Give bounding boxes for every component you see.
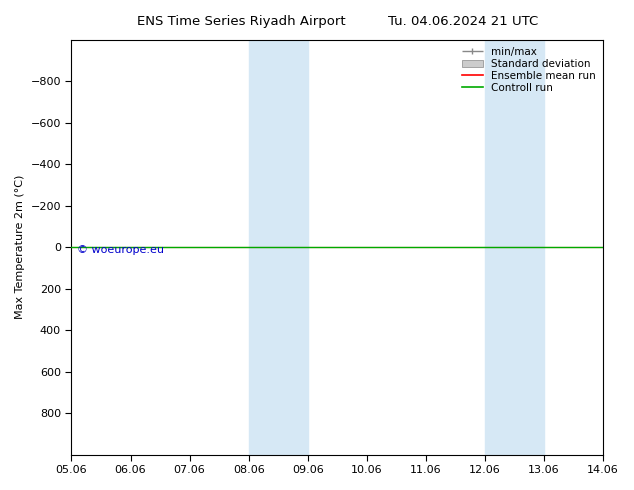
Text: Tu. 04.06.2024 21 UTC: Tu. 04.06.2024 21 UTC — [388, 15, 538, 28]
Y-axis label: Max Temperature 2m (°C): Max Temperature 2m (°C) — [15, 175, 25, 319]
Text: © woeurope.eu: © woeurope.eu — [77, 245, 164, 255]
Bar — [485, 40, 544, 455]
Bar — [249, 40, 307, 455]
Text: ENS Time Series Riyadh Airport: ENS Time Series Riyadh Airport — [136, 15, 346, 28]
Legend: min/max, Standard deviation, Ensemble mean run, Controll run: min/max, Standard deviation, Ensemble me… — [458, 43, 600, 97]
